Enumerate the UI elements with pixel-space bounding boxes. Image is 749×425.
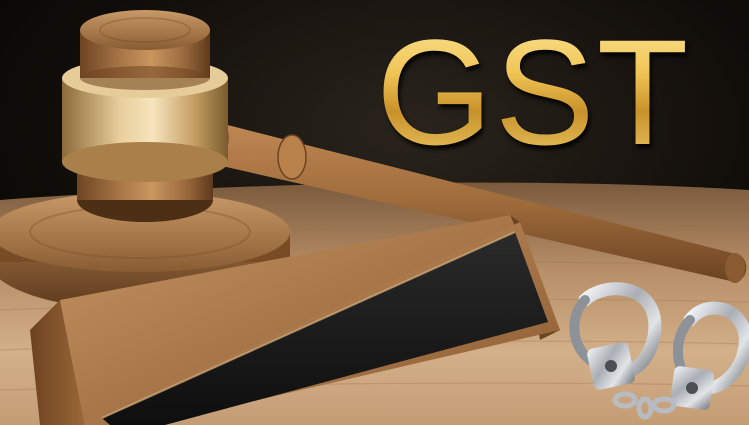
handcuffs [569, 282, 749, 420]
handcuff-chain [612, 391, 677, 420]
gst-title: GST [376, 12, 736, 172]
gavel-head [62, 10, 228, 222]
name-plaque [30, 215, 560, 425]
plaque-black-face [102, 232, 548, 425]
